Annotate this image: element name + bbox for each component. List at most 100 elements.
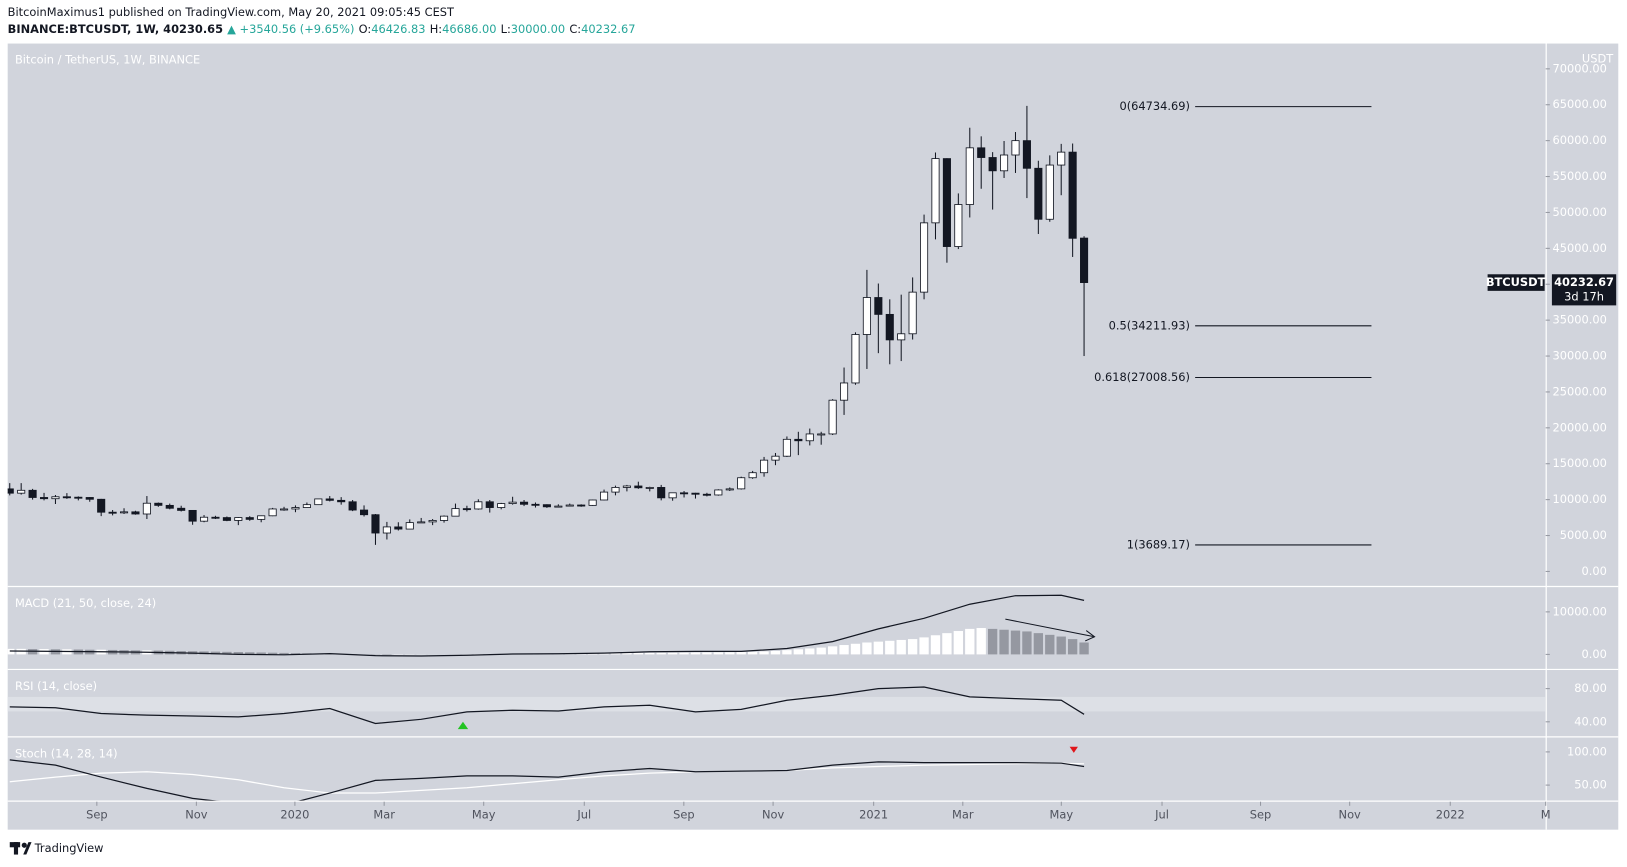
y-tick-label: 20000.00 bbox=[1553, 420, 1607, 434]
candle-body bbox=[748, 472, 757, 479]
y-tick-label: 10000.00 bbox=[1553, 492, 1607, 506]
candle-body bbox=[17, 489, 26, 494]
candle-body bbox=[714, 489, 723, 496]
histogram-bar bbox=[770, 650, 781, 655]
histogram-bar bbox=[622, 653, 632, 655]
histogram-bar bbox=[987, 628, 998, 655]
candle-body bbox=[691, 492, 700, 495]
histogram-bar bbox=[279, 652, 289, 655]
histogram-bar bbox=[816, 647, 826, 655]
y-tick-label: 5000.00 bbox=[1560, 528, 1607, 542]
candle-body bbox=[497, 503, 506, 508]
candle-body bbox=[668, 492, 677, 499]
histogram-bar bbox=[1056, 636, 1066, 655]
candle-body bbox=[851, 334, 860, 384]
histogram-bar bbox=[245, 652, 255, 655]
candle-body bbox=[28, 489, 37, 498]
histogram-bar bbox=[896, 639, 906, 655]
candle-body bbox=[428, 520, 437, 523]
histogram-bar bbox=[907, 639, 918, 655]
x-tick-label: Jul bbox=[1154, 808, 1169, 822]
histogram-bar bbox=[747, 651, 758, 655]
panel-title: Bitcoin / TetherUS, 1W, BINANCE bbox=[15, 53, 200, 67]
candle-body bbox=[1011, 140, 1020, 156]
indicator-line bbox=[9, 762, 1085, 794]
fib-label: 0(64734.69) bbox=[1119, 99, 1190, 113]
histogram-bar bbox=[679, 652, 689, 655]
candle-body bbox=[760, 459, 769, 474]
x-tick-label: Jul bbox=[576, 808, 591, 822]
candle-body bbox=[39, 497, 49, 500]
candle-body bbox=[199, 516, 209, 522]
candle-body bbox=[680, 492, 689, 495]
histogram-bar bbox=[805, 648, 815, 655]
candle-body bbox=[177, 507, 186, 511]
histogram-bar bbox=[919, 637, 929, 655]
candle-body bbox=[520, 501, 529, 505]
y-tick-label: 35000.00 bbox=[1553, 313, 1607, 327]
candle-body bbox=[725, 488, 734, 491]
histogram-bar bbox=[633, 652, 644, 655]
histogram-bar bbox=[1022, 631, 1032, 655]
candle-body bbox=[965, 147, 974, 205]
histogram-bar bbox=[759, 651, 769, 655]
y-tick-label: 50.00 bbox=[1574, 778, 1607, 792]
symbol: BINANCE:BTCUSDT, 1W, 40230.65 bbox=[8, 22, 223, 36]
price-tag-symbol-box bbox=[1487, 274, 1545, 291]
indicator-line bbox=[9, 759, 1085, 801]
histogram-bar bbox=[256, 652, 266, 655]
panel bbox=[9, 686, 1085, 725]
candle-body bbox=[817, 433, 826, 436]
histogram-bar bbox=[222, 651, 232, 655]
candle-body bbox=[359, 509, 369, 516]
price-tag-symbol: BTCUSDT bbox=[1486, 275, 1546, 289]
histogram-bar bbox=[702, 652, 712, 655]
y-tick-label: 80.00 bbox=[1574, 681, 1607, 695]
histogram-bar bbox=[690, 652, 701, 655]
candle-body bbox=[1068, 151, 1077, 239]
ohlc-key: C: bbox=[569, 22, 581, 36]
y-tick-label: 60000.00 bbox=[1553, 133, 1607, 147]
x-tick-label: 2022 bbox=[1436, 808, 1465, 822]
candle-body bbox=[931, 158, 940, 224]
candle-body bbox=[451, 508, 460, 517]
fib-label: 0.618(27008.56) bbox=[1094, 370, 1190, 384]
candle-body bbox=[405, 522, 414, 530]
y-tick-label: 55000.00 bbox=[1553, 169, 1607, 183]
candle-body bbox=[474, 501, 483, 510]
candle-body bbox=[737, 477, 746, 490]
candle-body bbox=[234, 517, 243, 521]
price-tag-box bbox=[1551, 274, 1617, 306]
candle-body bbox=[897, 333, 906, 341]
histogram-bar bbox=[930, 635, 941, 655]
histogram-bar bbox=[1045, 634, 1055, 655]
symbol-line: BINANCE:BTCUSDT, 1W, 40230.65 ▲ +3540.56 … bbox=[8, 22, 636, 36]
candle-body bbox=[348, 501, 357, 511]
candle-body bbox=[485, 501, 494, 508]
candle-body bbox=[508, 501, 517, 504]
histogram-bar bbox=[210, 651, 221, 655]
candle-body bbox=[840, 382, 849, 401]
candle-body bbox=[1080, 237, 1089, 283]
ohlc-value: 40232.67 bbox=[581, 22, 635, 36]
footer-brand: TradingView bbox=[34, 841, 104, 855]
y-tick-label: 50000.00 bbox=[1553, 205, 1607, 219]
x-tick-label: 2020 bbox=[280, 808, 309, 822]
panel bbox=[7, 105, 1089, 545]
candle-body bbox=[622, 485, 631, 488]
histogram-bar bbox=[953, 631, 964, 655]
histogram-bar bbox=[976, 628, 986, 655]
trend-arrow bbox=[1005, 618, 1096, 642]
candle-body bbox=[771, 455, 780, 461]
x-tick-label: Nov bbox=[1339, 808, 1361, 822]
y-tick-label: 15000.00 bbox=[1553, 456, 1607, 470]
x-tick-label: 2021 bbox=[859, 808, 888, 822]
ohlc-key: L: bbox=[501, 22, 511, 36]
candle-body bbox=[188, 509, 197, 522]
candle-body bbox=[577, 504, 586, 507]
histogram-bar bbox=[233, 652, 243, 655]
candle-body bbox=[211, 516, 220, 519]
candle-body bbox=[645, 487, 654, 489]
candle-body bbox=[85, 497, 94, 500]
candle-body bbox=[531, 503, 540, 506]
